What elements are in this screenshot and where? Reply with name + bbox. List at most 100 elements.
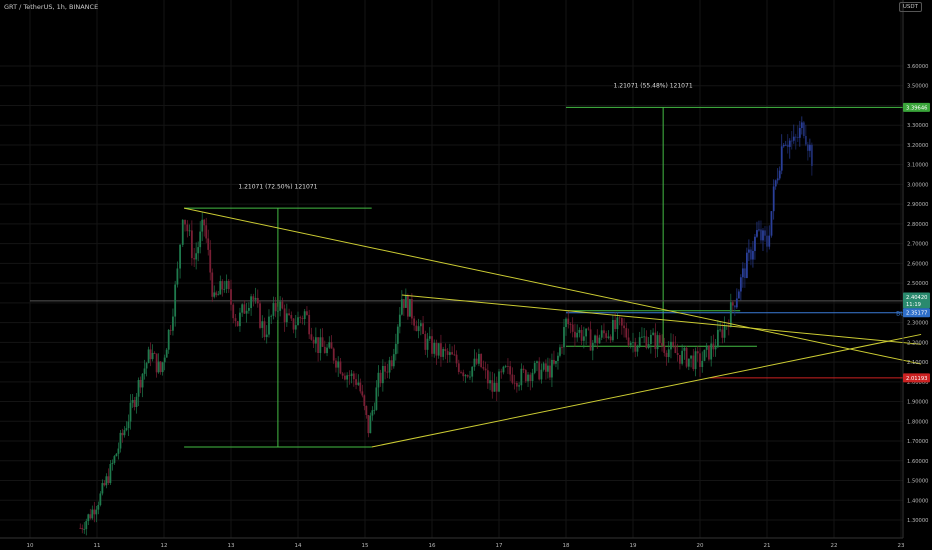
candle-body bbox=[504, 366, 507, 367]
candle-body bbox=[288, 313, 290, 316]
candle-body bbox=[752, 250, 754, 260]
x-tick-label: 21 bbox=[764, 543, 771, 549]
candle-body bbox=[317, 337, 319, 354]
lower-trendline[interactable] bbox=[371, 333, 922, 448]
candle-body bbox=[448, 352, 451, 355]
candle-body bbox=[350, 373, 353, 377]
y-tick-label: 3.10000 bbox=[907, 163, 928, 169]
candle-body bbox=[85, 521, 88, 530]
candle-body bbox=[520, 368, 523, 386]
upper-trendline[interactable] bbox=[183, 207, 922, 365]
candles bbox=[79, 116, 813, 536]
candle-body bbox=[330, 342, 333, 349]
candle-body bbox=[411, 299, 413, 319]
x-tick-label: 19 bbox=[630, 543, 637, 549]
candle-body bbox=[571, 324, 574, 332]
candle-body bbox=[394, 343, 397, 355]
candle-body bbox=[772, 186, 775, 212]
candle-body bbox=[796, 137, 799, 139]
x-tick-label: 20 bbox=[697, 543, 704, 549]
candle-body bbox=[676, 353, 679, 355]
candle-body bbox=[197, 247, 200, 254]
candle-body bbox=[489, 380, 491, 384]
candle-body bbox=[760, 229, 762, 241]
y-tick-label: 1.90000 bbox=[907, 400, 928, 406]
inner-trendline[interactable] bbox=[401, 294, 922, 345]
y-tick-label: 1.70000 bbox=[907, 439, 928, 445]
candle-body bbox=[143, 368, 146, 374]
candle-body bbox=[559, 347, 561, 356]
candle-body bbox=[186, 224, 189, 232]
candle-body bbox=[768, 235, 771, 247]
candle-body bbox=[618, 317, 621, 319]
candle-body bbox=[625, 328, 628, 338]
candle-body bbox=[598, 337, 601, 344]
candle-body bbox=[113, 456, 116, 463]
candle-body bbox=[565, 318, 567, 327]
candle-body bbox=[125, 428, 128, 431]
candle-body bbox=[603, 330, 605, 334]
candle-body bbox=[542, 363, 545, 370]
candle-body bbox=[596, 335, 599, 344]
candle-body bbox=[538, 361, 541, 380]
candle-body bbox=[107, 476, 110, 483]
candle-body bbox=[272, 303, 275, 316]
candle-body bbox=[381, 365, 384, 384]
candle-body bbox=[190, 230, 193, 259]
candle-body bbox=[321, 337, 324, 347]
currency-badge[interactable]: USDT bbox=[898, 2, 922, 12]
candle-body bbox=[500, 371, 503, 373]
candle-body bbox=[469, 376, 471, 378]
candle-body bbox=[172, 316, 174, 331]
candle-body bbox=[600, 330, 603, 338]
candle-body bbox=[629, 342, 632, 346]
candle-body bbox=[384, 365, 386, 372]
candle-body bbox=[529, 374, 532, 382]
candle-body bbox=[367, 414, 370, 434]
candle-body bbox=[151, 352, 154, 360]
candle-body bbox=[555, 361, 557, 364]
candle-body bbox=[375, 387, 378, 410]
candle-body bbox=[778, 170, 781, 179]
candle-body bbox=[392, 354, 395, 367]
candle-body bbox=[486, 370, 489, 384]
candle-body bbox=[219, 281, 222, 295]
candle-body bbox=[371, 410, 374, 416]
candle-body bbox=[319, 337, 322, 354]
candle-body bbox=[250, 296, 252, 308]
chart-annotation: 1.21071 (72.50%) 121071 bbox=[238, 183, 317, 190]
candle-body bbox=[263, 321, 266, 338]
candle-body bbox=[131, 400, 134, 403]
candle-body bbox=[442, 348, 445, 357]
candle-body bbox=[498, 371, 500, 392]
candle-body bbox=[400, 299, 403, 315]
y-tick-label: 1.40000 bbox=[907, 498, 928, 504]
candle-body bbox=[466, 375, 469, 377]
candle-body bbox=[119, 432, 122, 449]
candle-body bbox=[388, 360, 391, 373]
candle-body bbox=[714, 347, 717, 350]
y-tick-label: 1.30000 bbox=[907, 518, 928, 524]
candle-body bbox=[735, 298, 738, 308]
candle-body bbox=[265, 334, 268, 338]
candle-body bbox=[672, 341, 675, 347]
candle-body bbox=[404, 295, 407, 308]
candle-body bbox=[737, 291, 740, 299]
candle-body bbox=[326, 347, 328, 354]
candle-body bbox=[569, 324, 572, 325]
candle-body bbox=[661, 343, 663, 346]
candle-body bbox=[357, 382, 360, 385]
x-axis: 10 11 12 13 14 15 16 17 18 19 20 21 22 23 bbox=[27, 543, 905, 549]
candle-body bbox=[99, 493, 102, 505]
price-label-text: 3.39646 bbox=[906, 105, 927, 111]
candle-body bbox=[723, 325, 726, 338]
candle-body bbox=[670, 341, 672, 350]
candle-body bbox=[522, 368, 525, 371]
candle-body bbox=[731, 302, 734, 306]
candle-body bbox=[373, 409, 376, 411]
candle-body bbox=[252, 296, 255, 300]
candle-body bbox=[634, 342, 637, 352]
candle-body bbox=[794, 136, 797, 138]
